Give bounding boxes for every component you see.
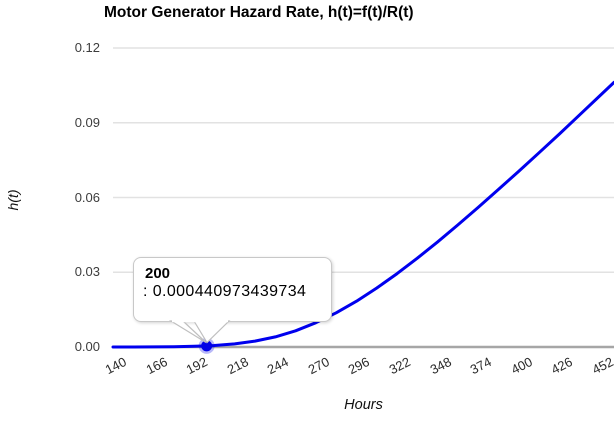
chart-title: Motor Generator Hazard Rate, h(t)=f(t)/R… [104,4,414,21]
x-axis-title: Hours [344,397,383,413]
tooltip-label: 200 [145,265,171,282]
y-tick-label: 0.03 [74,264,100,280]
hazard-curve [111,80,614,349]
y-tick-label: 0.09 [74,114,100,130]
tooltip: 200 : 0.000440973439734 [133,257,332,322]
selected-point[interactable] [201,340,213,352]
y-tick-label: 0.06 [74,189,100,205]
y-tick-label: 0.12 [74,40,100,55]
tooltip-value: : 0.000440973439734 [143,283,307,300]
tooltip-pointer [168,320,231,344]
y-tick-label: 0.00 [74,339,100,354]
